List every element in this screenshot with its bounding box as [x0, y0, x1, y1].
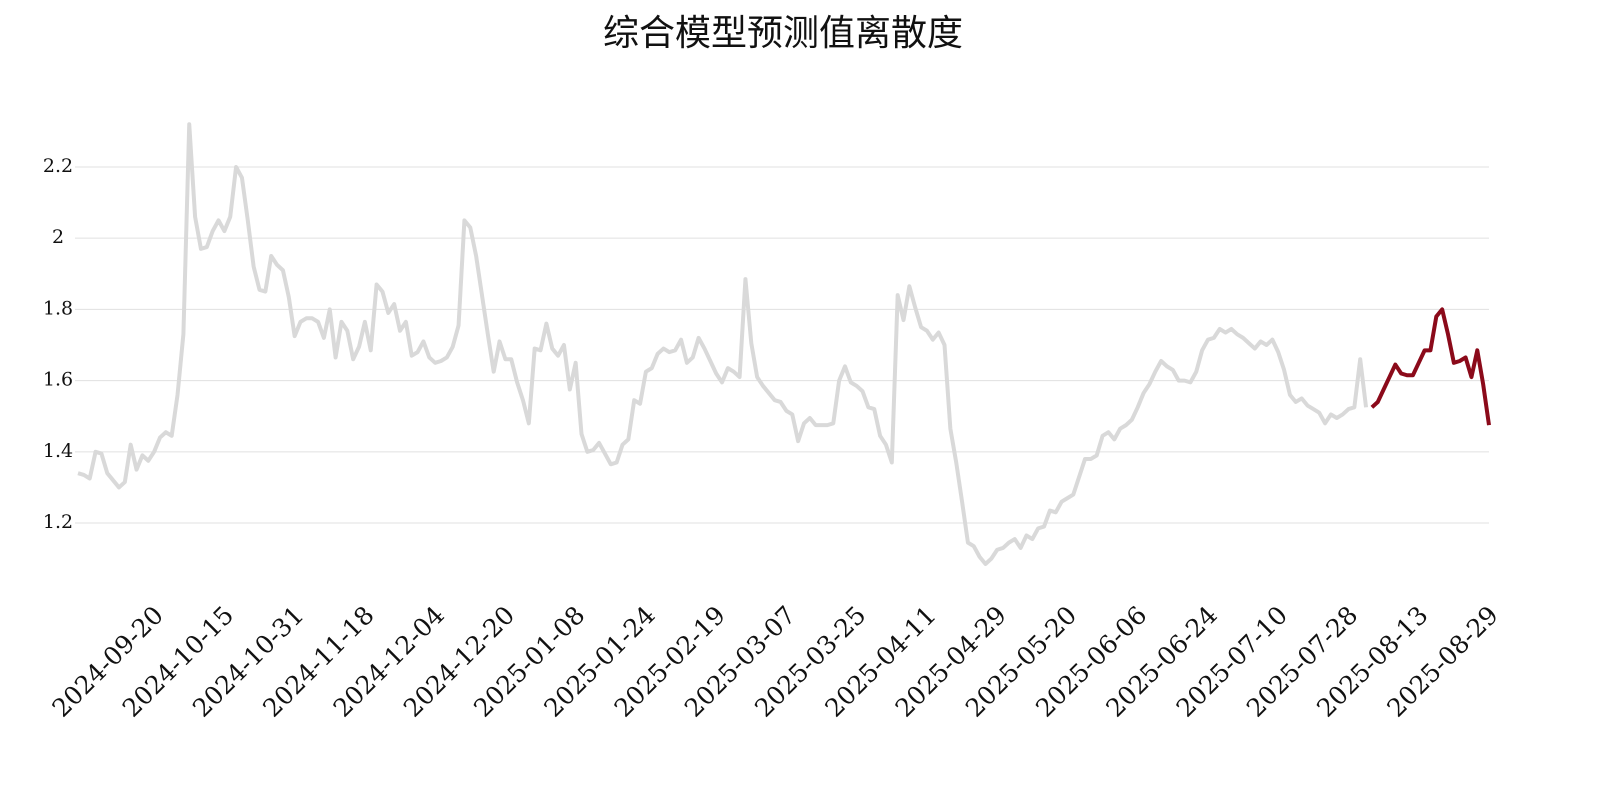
y-tick-label: 1.8: [43, 297, 73, 319]
chart-title: 综合模型预测值离散度: [603, 13, 963, 54]
y-tick-label: 2: [52, 226, 64, 248]
y-tick-label: 1.6: [43, 369, 73, 391]
y-tick-label: 1.2: [43, 511, 73, 533]
y-tick-label: 1.4: [43, 440, 73, 462]
series-line: [77, 122, 1369, 566]
series-line: [1370, 307, 1491, 426]
y-tick-label: 2.2: [43, 155, 73, 177]
